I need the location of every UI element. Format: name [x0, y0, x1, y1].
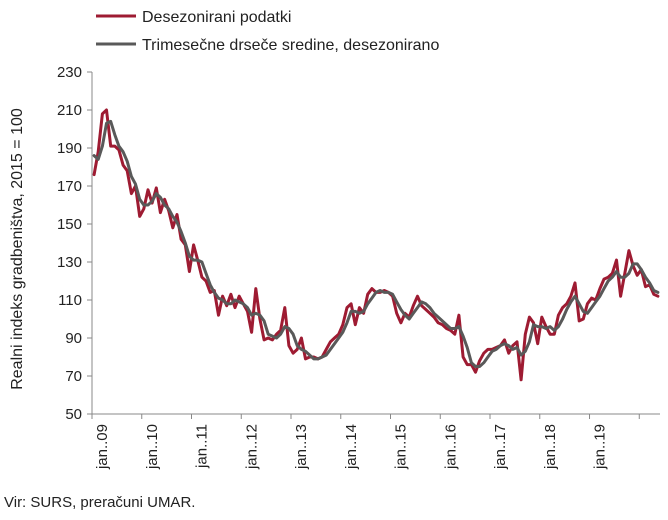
y-tick-label: 170 — [57, 178, 82, 195]
x-tick-label: jan..19 — [592, 424, 609, 470]
y-axis-label: Realni indeks gradbeništva, 2015 = 100 — [9, 108, 26, 390]
x-tick-label: jan..13 — [293, 424, 310, 470]
y-tick-label: 50 — [65, 406, 82, 423]
line-chart: Desezonirani podatki Trimesečne drseče sr… — [9, 9, 660, 470]
y-tick-label: 210 — [57, 102, 82, 119]
x-tick-label: jan..10 — [144, 424, 161, 470]
x-tick-label: jan..09 — [94, 424, 111, 470]
x-tick-label: jan..15 — [393, 424, 410, 470]
x-tick-label: jan..12 — [243, 424, 260, 470]
y-tick-label: 130 — [57, 254, 82, 271]
y-tick-label: 190 — [57, 140, 82, 157]
source-note: Vir: SURS, preračuni UMAR. — [4, 494, 196, 511]
legend: Desezonirani podatki Trimesečne drseče sr… — [96, 9, 439, 54]
x-tick-label: jan..16 — [442, 424, 459, 470]
plot-area — [91, 72, 660, 415]
y-tick-label: 230 — [57, 64, 82, 81]
y-tick-label: 110 — [58, 292, 82, 309]
legend-label-2: Trimesečne drseče sredine, desezonirano — [142, 37, 439, 54]
series-line-2 — [92, 119, 660, 368]
y-tick-label: 150 — [57, 216, 82, 233]
x-tick-label: jan..18 — [542, 424, 559, 470]
x-tick-label: jan..14 — [343, 424, 360, 470]
x-tick-label: jan..11 — [194, 424, 211, 469]
legend-label-1: Desezonirani podatki — [142, 9, 291, 26]
x-tick-label: jan..17 — [492, 424, 509, 470]
y-axis: 50 70 90 110 130 150 170 190 210 230 — [57, 64, 92, 423]
x-axis: jan..09 jan..10 jan..11 jan..12 jan..13 jan..… — [91, 414, 640, 470]
series-line-1 — [92, 108, 660, 382]
y-tick-label: 90 — [65, 330, 82, 347]
y-tick-label: 70 — [65, 368, 82, 385]
